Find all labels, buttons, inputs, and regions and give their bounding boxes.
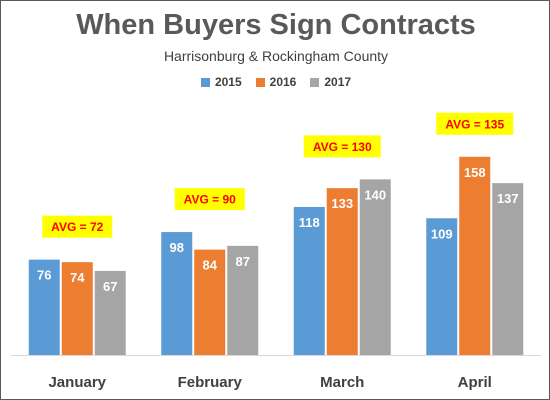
avg-box [42,215,113,238]
chart-title: When Buyers Sign Contracts [76,9,476,41]
avg-label: AVG = 72 [51,220,103,234]
legend: 2015 2016 2017 [1,75,549,89]
bar-2017-march [359,179,391,355]
data-label: 87 [236,254,250,269]
bar-2016-march [326,188,358,355]
data-label: 118 [299,215,320,230]
legend-swatch [255,77,265,87]
bar-2016-february [194,249,226,355]
avg-label: AVG = 135 [445,117,504,131]
bar-2017-february [227,245,259,355]
data-label: 76 [37,268,51,283]
avg-box [303,135,381,158]
data-label: 98 [170,240,184,255]
avg-label: AVG = 90 [184,193,236,207]
chart-subtitle: Harrisonburg & Rockingham County [163,48,389,64]
bar-2015-february [161,232,193,355]
legend-item-2016: 2016 [255,75,297,89]
legend-swatch [200,77,210,87]
data-label: 84 [203,258,218,273]
legend-label: 2015 [214,75,242,89]
bar-2015-march [293,206,325,355]
category-label-april: April [458,374,492,391]
legend-label: 2016 [269,75,297,89]
bar-2017-april [492,183,524,355]
category-label-march: March [320,374,364,391]
data-label: 67 [103,279,117,294]
legend-swatch [310,77,320,87]
bar-2015-january [28,259,60,355]
legend-item-2017: 2017 [310,75,351,89]
legend-item-2015: 2015 [200,75,242,89]
bar-2016-april [459,156,491,355]
data-label: 74 [70,270,85,285]
data-label: 109 [431,226,453,241]
data-label: 137 [497,191,519,206]
avg-box [436,112,514,135]
data-label: 140 [364,187,386,202]
bar-2017-january [94,270,126,355]
data-label: 133 [331,196,353,211]
category-label-february: February [178,374,243,391]
bar-2015-april [426,218,458,355]
category-label-january: January [48,374,106,391]
data-label: 158 [464,165,486,180]
legend-label: 2017 [324,75,352,89]
avg-label: AVG = 130 [313,140,372,154]
avg-box [174,188,245,211]
bar-2016-january [61,262,93,355]
